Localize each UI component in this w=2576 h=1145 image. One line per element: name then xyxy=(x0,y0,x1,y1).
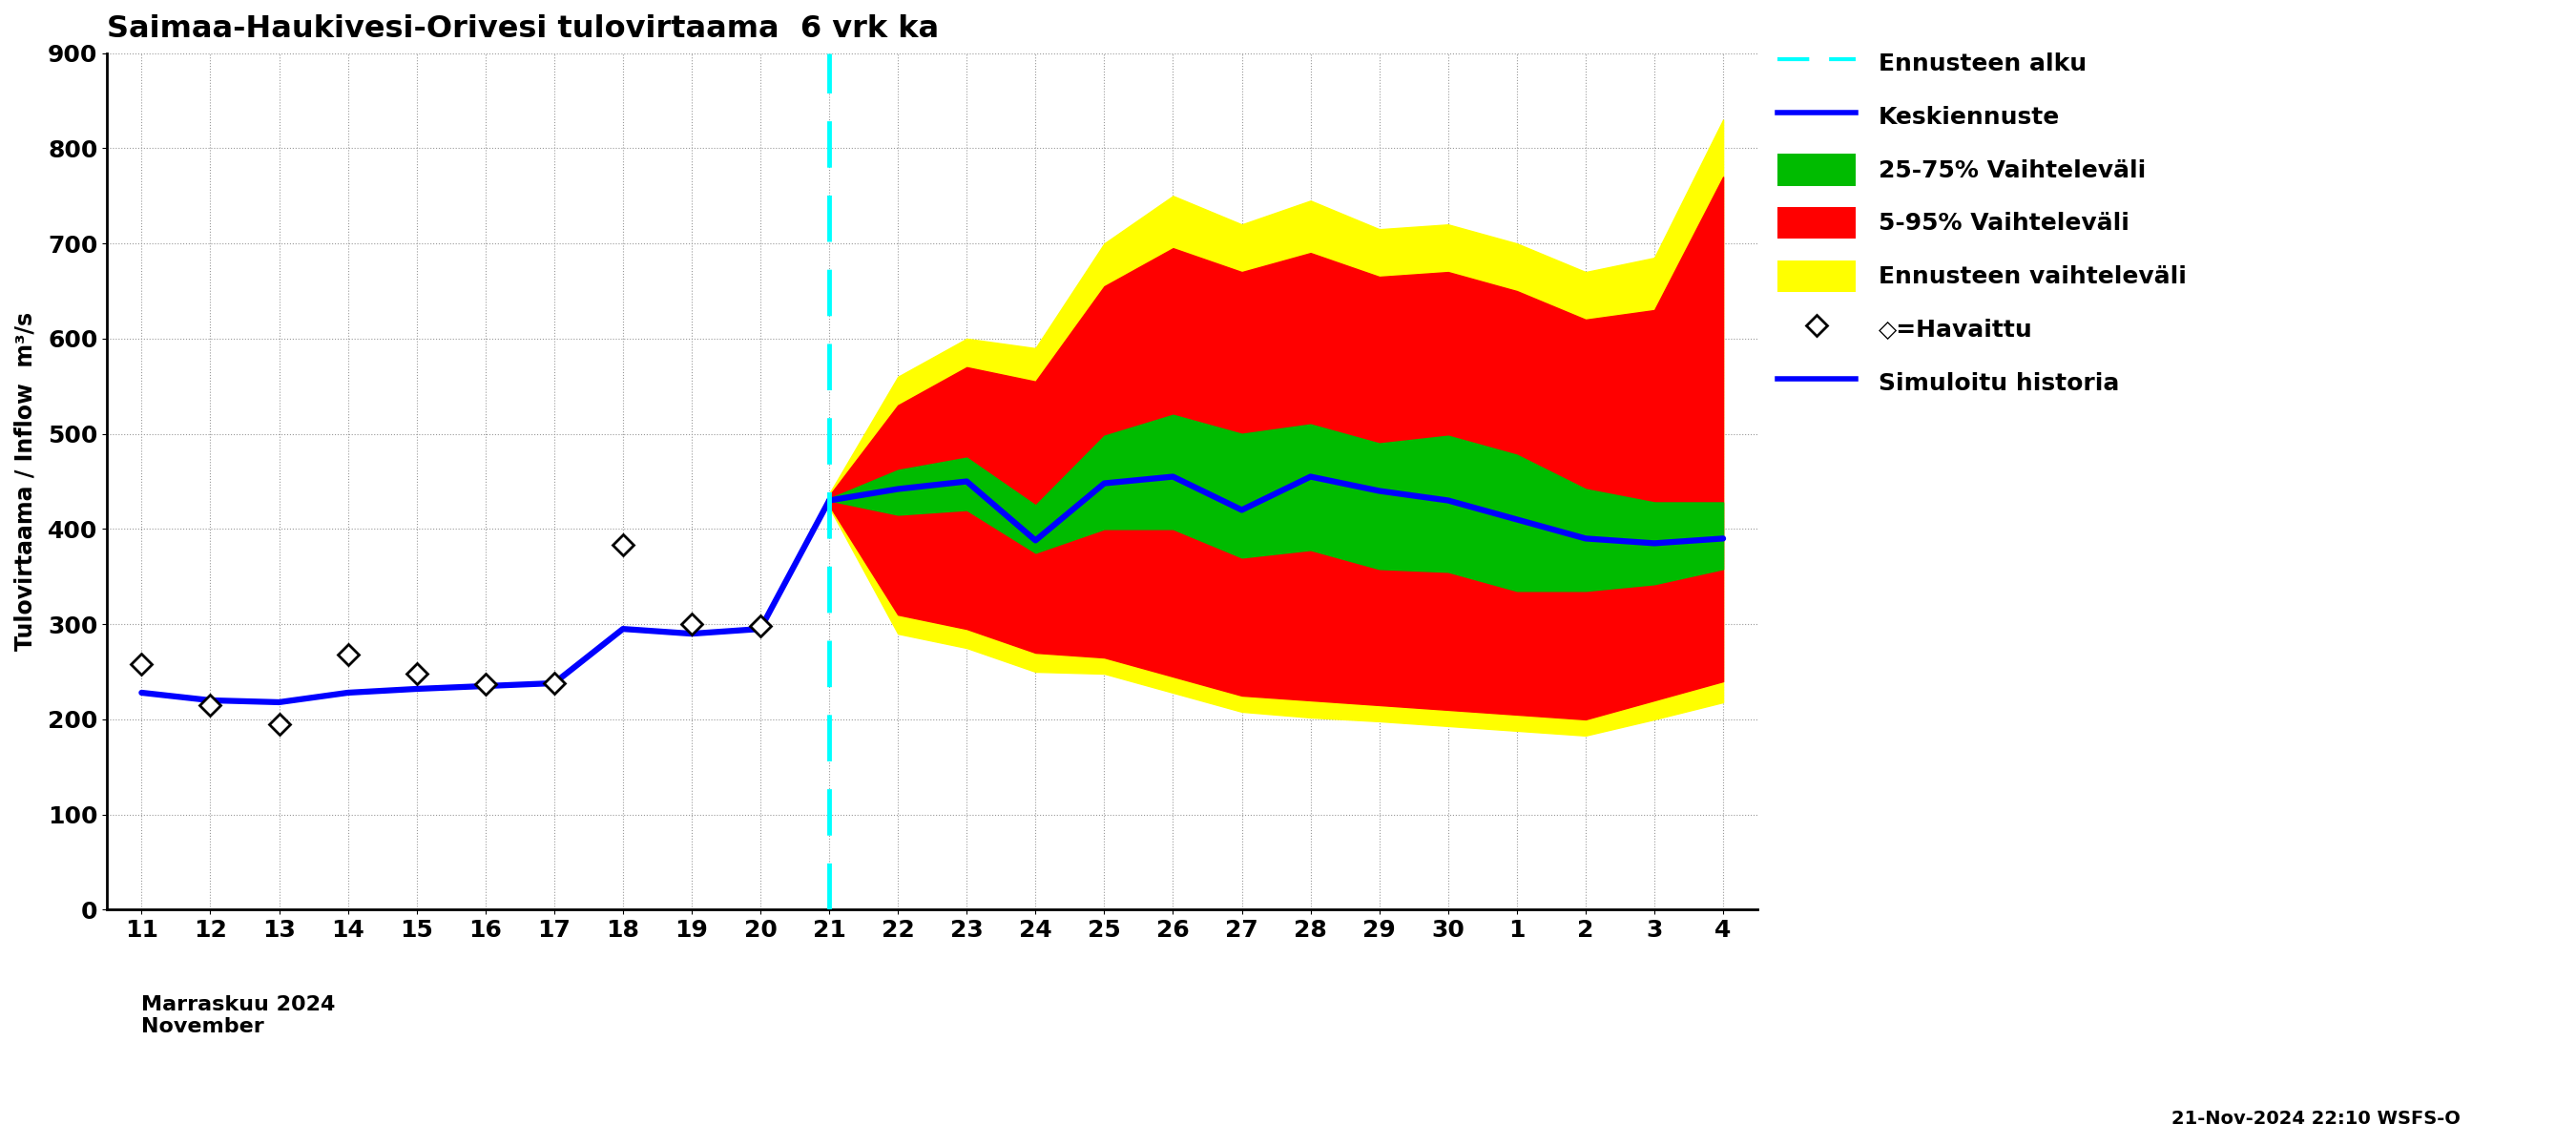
Legend: Ennusteen alku, Keskiennuste, 25-75% Vaihteleväli, 5-95% Vaihteleväli, Ennusteen: Ennusteen alku, Keskiennuste, 25-75% Vai… xyxy=(1777,47,2187,398)
Text: Saimaa-Haukivesi-Orivesi tulovirtaama  6 vrk ka: Saimaa-Haukivesi-Orivesi tulovirtaama 6 … xyxy=(108,14,940,44)
Text: Marraskuu 2024
November: Marraskuu 2024 November xyxy=(142,995,335,1036)
Text: 21-Nov-2024 22:10 WSFS-O: 21-Nov-2024 22:10 WSFS-O xyxy=(2172,1110,2460,1128)
Y-axis label: Tulovirtaama / Inflow  m³/s: Tulovirtaama / Inflow m³/s xyxy=(15,311,36,650)
